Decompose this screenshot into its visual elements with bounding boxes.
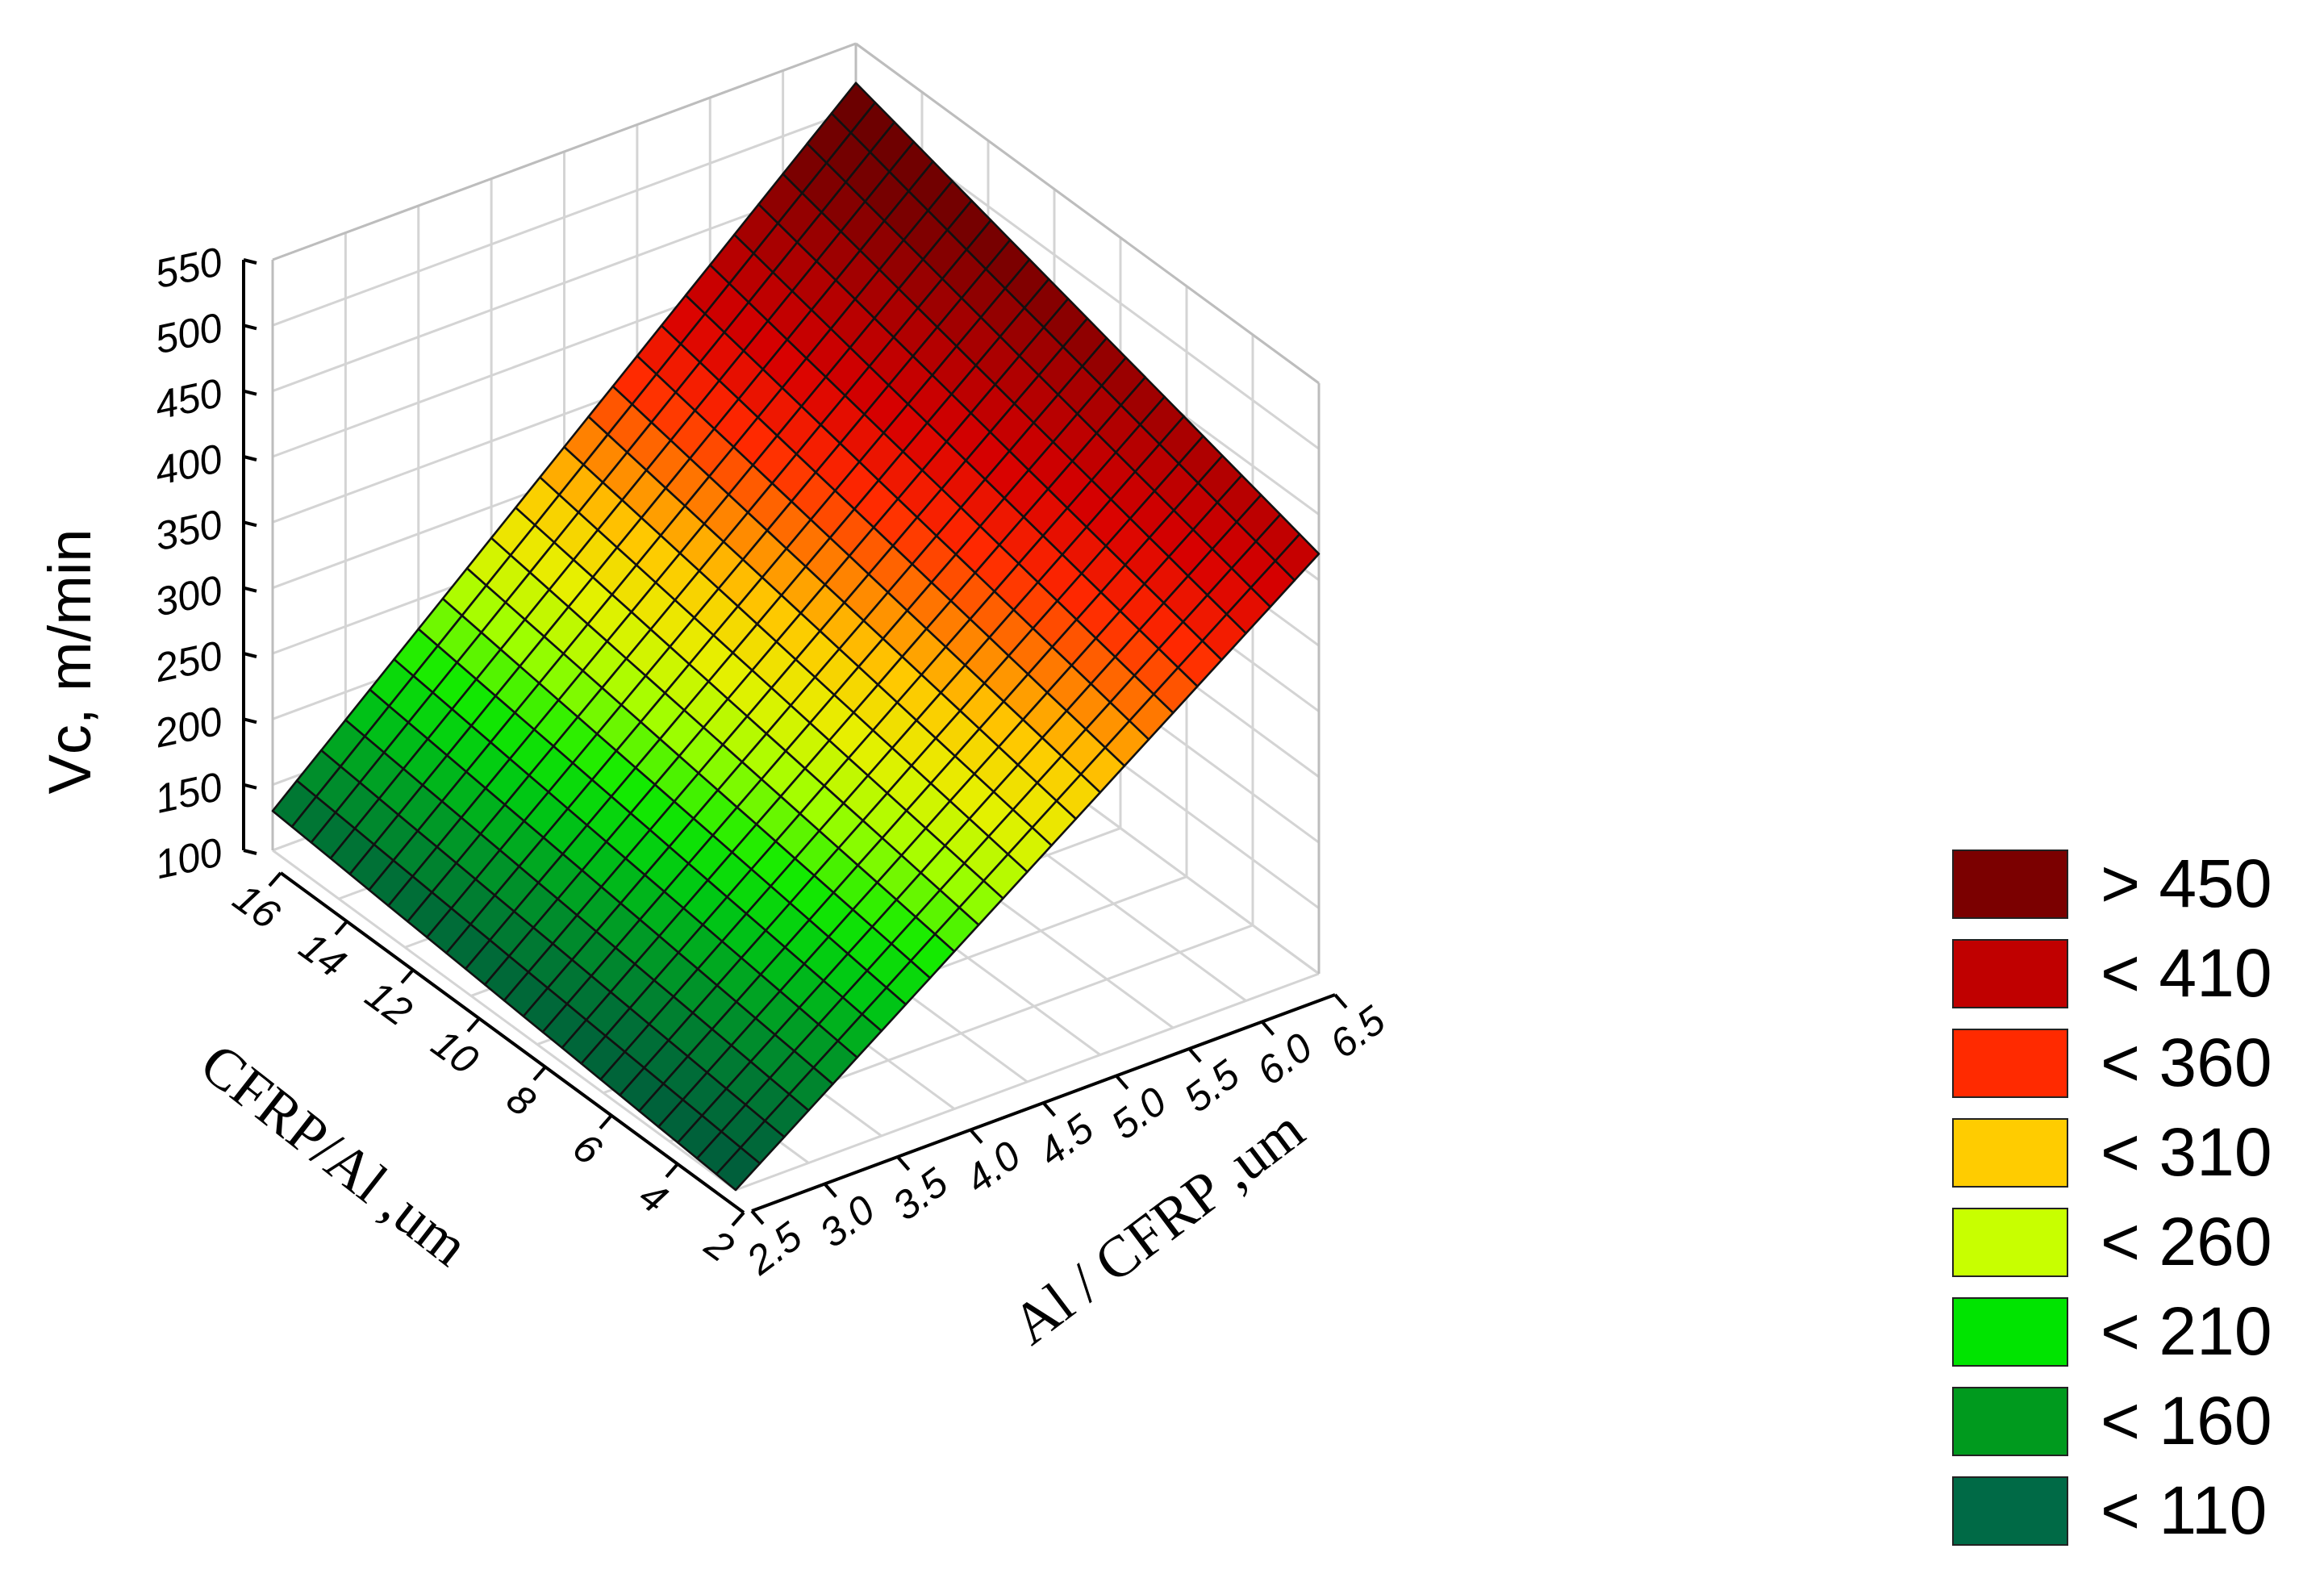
z-tick-label: 250 bbox=[150, 632, 226, 691]
y-tick-mark bbox=[823, 1183, 837, 1198]
legend-swatch bbox=[1952, 1476, 2068, 1546]
z-tick-label: 450 bbox=[151, 370, 226, 428]
z-tick-mark bbox=[243, 258, 257, 265]
z-tick-label: 550 bbox=[151, 239, 226, 297]
x-axis-label: CFRP/Al ,um bbox=[189, 1031, 480, 1279]
legend-label: < 310 bbox=[2101, 1114, 2272, 1190]
y-tick-mark bbox=[1333, 993, 1348, 1009]
legend-label: < 360 bbox=[2101, 1025, 2272, 1100]
y-tick-label: 4.0 bbox=[957, 1133, 1028, 1203]
x-axis-line bbox=[279, 871, 745, 1214]
y-tick-mark bbox=[1041, 1101, 1057, 1117]
z-tick-label: 300 bbox=[151, 567, 226, 625]
z-tick-mark bbox=[243, 586, 257, 593]
legend: > 450 < 410 < 360 < 310 < 260 < 210 < 160 < 110 bbox=[1952, 839, 2307, 1555]
z-axis-label: Vc, m/min bbox=[36, 529, 103, 795]
z-tick-mark bbox=[243, 520, 257, 528]
legend-item: < 410 bbox=[1952, 929, 2307, 1018]
z-tick-label: 100 bbox=[151, 829, 226, 887]
legend-swatch bbox=[1952, 1117, 2068, 1188]
x-tick-label: 10 bbox=[423, 1021, 486, 1083]
surface-cell bbox=[1274, 532, 1321, 582]
surface-mesh bbox=[271, 81, 1321, 1192]
y-tick-label: 6.5 bbox=[1321, 997, 1393, 1067]
x-tick-mark bbox=[268, 871, 282, 887]
x-tick-label: 2 bbox=[696, 1221, 741, 1271]
x-tick-mark bbox=[731, 1211, 745, 1227]
x-tick-label: 16 bbox=[225, 875, 288, 937]
z-tick-label: 200 bbox=[150, 698, 226, 756]
y-tick-label: 6.0 bbox=[1249, 1025, 1321, 1095]
legend-item: < 160 bbox=[1952, 1376, 2307, 1466]
legend-label: < 110 bbox=[2101, 1472, 2268, 1548]
y-tick-mark bbox=[1187, 1047, 1202, 1063]
z-tick-mark bbox=[243, 324, 257, 331]
x-tick-mark bbox=[334, 920, 348, 936]
x-tick-mark bbox=[466, 1017, 481, 1033]
box-edge bbox=[272, 42, 857, 261]
legend-swatch bbox=[1952, 1207, 2068, 1277]
legend-item: < 310 bbox=[1952, 1108, 2307, 1197]
legend-item: < 210 bbox=[1952, 1287, 2307, 1376]
y-tick-mark bbox=[1115, 1075, 1129, 1090]
y-tick-mark bbox=[750, 1209, 765, 1225]
y-tick-label: 4.5 bbox=[1030, 1105, 1102, 1175]
x-tick-mark bbox=[532, 1066, 547, 1081]
z-tick-label: 150 bbox=[151, 764, 226, 822]
y-tick-label: 5.5 bbox=[1175, 1051, 1247, 1121]
legend-item: < 260 bbox=[1952, 1197, 2307, 1287]
y-tick-mark bbox=[896, 1155, 911, 1171]
legend-label: < 160 bbox=[2101, 1383, 2272, 1459]
legend-label: < 260 bbox=[2101, 1204, 2272, 1280]
legend-item: < 360 bbox=[1952, 1018, 2307, 1108]
z-tick-mark bbox=[243, 455, 257, 461]
z-tick-mark bbox=[243, 389, 257, 396]
z-tick-mark bbox=[243, 849, 257, 855]
z-tick-label: 350 bbox=[151, 501, 226, 559]
legend-swatch bbox=[1952, 938, 2068, 1008]
legend-item: > 450 bbox=[1952, 839, 2307, 929]
x-tick-label: 8 bbox=[499, 1075, 544, 1125]
x-tick-label: 4 bbox=[631, 1172, 675, 1222]
z-tick-label: 400 bbox=[151, 436, 226, 494]
y-tick-label: 3.0 bbox=[812, 1187, 883, 1257]
z-tick-mark bbox=[243, 652, 257, 658]
x-tick-mark bbox=[665, 1163, 679, 1179]
floor-gridline bbox=[272, 849, 736, 1192]
x-tick-label: 12 bbox=[357, 972, 420, 1035]
legend-label: < 410 bbox=[2101, 935, 2272, 1011]
x-tick-label: 14 bbox=[291, 923, 354, 986]
box-edge bbox=[855, 42, 1320, 385]
legend-label: > 450 bbox=[2101, 845, 2272, 921]
x-tick-mark bbox=[599, 1114, 613, 1130]
y-tick-label: 3.5 bbox=[884, 1159, 956, 1229]
z-tick-label: 500 bbox=[151, 304, 226, 362]
legend-label: < 210 bbox=[2101, 1293, 2272, 1369]
x-tick-label: 6 bbox=[565, 1124, 610, 1174]
y-tick-mark bbox=[969, 1129, 983, 1144]
y-tick-label: 5.0 bbox=[1103, 1079, 1175, 1149]
x-tick-mark bbox=[400, 968, 415, 984]
y-tick-label: 2.5 bbox=[737, 1213, 810, 1284]
y-tick-mark bbox=[1261, 1021, 1275, 1036]
legend-swatch bbox=[1952, 1296, 2068, 1367]
legend-item: < 110 bbox=[1952, 1466, 2307, 1555]
z-tick-mark bbox=[243, 783, 257, 790]
legend-swatch bbox=[1952, 1386, 2068, 1456]
legend-swatch bbox=[1952, 849, 2068, 919]
z-tick-mark bbox=[243, 717, 257, 724]
legend-swatch bbox=[1952, 1028, 2068, 1098]
